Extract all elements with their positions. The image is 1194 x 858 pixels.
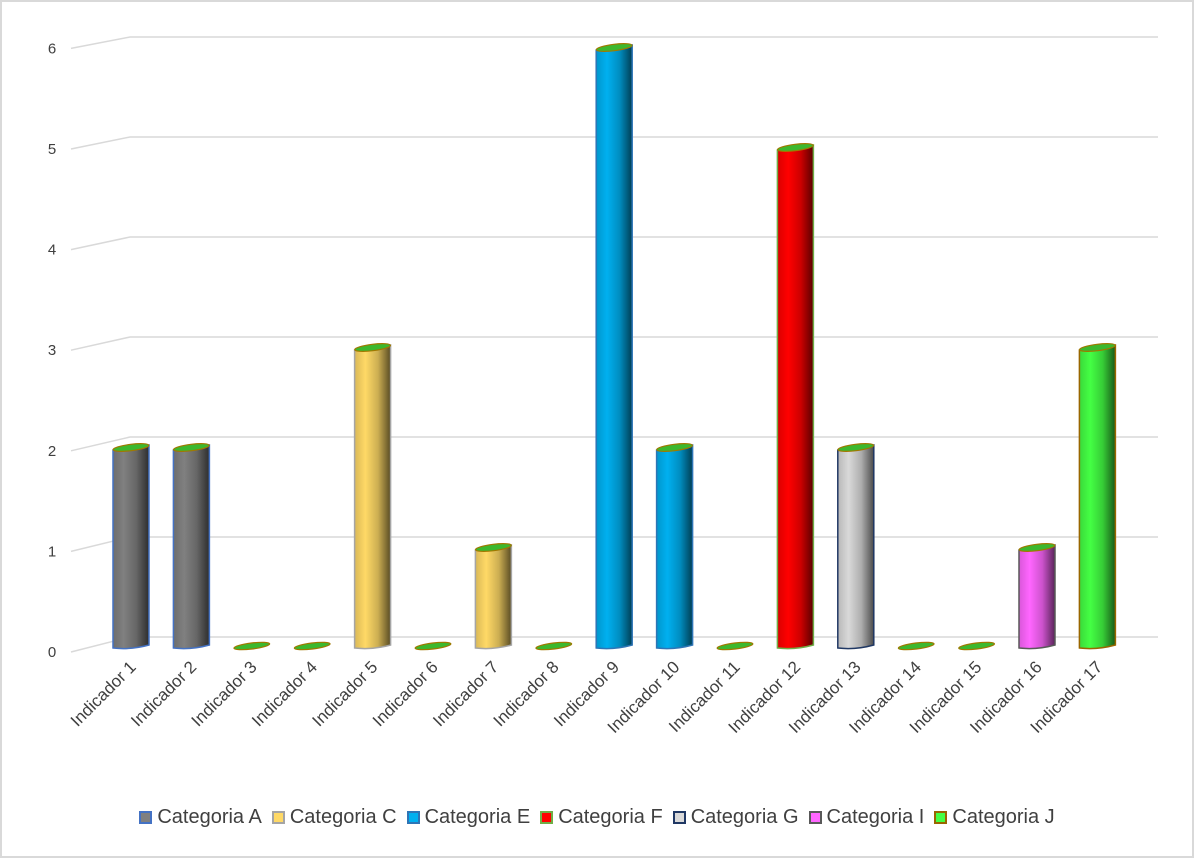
legend-swatch-icon xyxy=(540,811,554,824)
y-tick-label: 1 xyxy=(48,543,56,560)
bar xyxy=(958,641,996,651)
bar xyxy=(233,641,271,651)
bar xyxy=(716,641,754,651)
bar xyxy=(353,343,392,650)
legend-swatch-icon xyxy=(934,811,948,824)
legend-label: Categoria J xyxy=(952,806,1055,828)
bar xyxy=(172,443,211,650)
bar xyxy=(535,641,573,651)
gridline xyxy=(70,436,1158,452)
legend: Categoria A Categoria C Categoria E Categor… xyxy=(0,806,1194,829)
y-tick-label: 0 xyxy=(48,644,56,661)
bar xyxy=(595,43,633,650)
legend-label: Categoria G xyxy=(690,806,799,828)
legend-item: Categoria G xyxy=(672,806,799,829)
legend-item: Categoria F xyxy=(540,806,663,829)
bar xyxy=(897,641,935,651)
bar xyxy=(776,143,815,650)
legend-swatch-icon xyxy=(406,811,420,824)
legend-item: Categoria A xyxy=(139,806,262,829)
gridline xyxy=(70,36,1158,50)
bar xyxy=(655,443,694,650)
legend-label: Categoria A xyxy=(157,806,262,828)
y-tick-label: 5 xyxy=(48,141,56,158)
gridline xyxy=(70,236,1158,251)
bar xyxy=(1018,543,1056,650)
y-tick-label: 4 xyxy=(48,242,56,259)
bar xyxy=(112,443,150,650)
legend-label: Categoria I xyxy=(826,806,925,828)
bar xyxy=(293,641,331,651)
gridline xyxy=(70,136,1158,150)
legend-item: Categoria J xyxy=(934,806,1055,829)
legend-item: Categoria C xyxy=(271,806,397,829)
legend-swatch-icon xyxy=(672,811,686,824)
legend-label: Categoria F xyxy=(558,806,663,828)
y-tick-label: 3 xyxy=(48,342,56,359)
y-tick-label: 6 xyxy=(48,40,56,57)
legend-label: Categoria C xyxy=(289,806,397,828)
legend-label: Categoria E xyxy=(424,806,531,828)
legend-swatch-icon xyxy=(139,811,153,824)
legend-item: Categoria E xyxy=(406,806,531,829)
legend-item: Categoria I xyxy=(808,806,925,829)
bar xyxy=(474,543,513,650)
bar xyxy=(837,443,875,650)
gridline xyxy=(70,336,1158,351)
bar xyxy=(414,641,452,651)
legend-swatch-icon xyxy=(808,811,822,824)
y-tick-label: 2 xyxy=(48,443,56,460)
bar xyxy=(1078,343,1117,650)
legend-swatch-icon xyxy=(271,811,285,824)
